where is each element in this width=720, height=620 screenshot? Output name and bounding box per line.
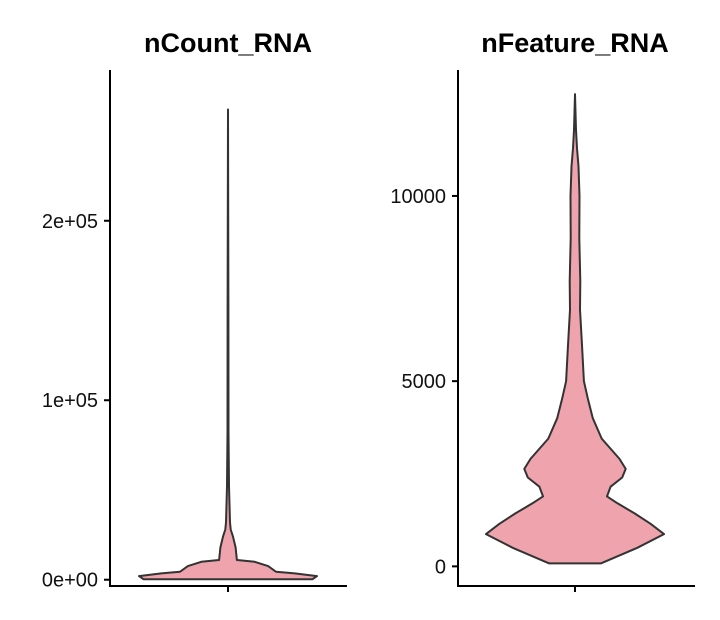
panel-ncount-rna: nCount_RNA 0e+00 1e+05 2e+05 [42,28,347,592]
y-tick-label: 5000 [402,371,447,393]
y-tick-label: 1e+05 [42,390,98,412]
panel-title: nFeature_RNA [481,28,669,58]
y-tick-label: 10000 [390,186,446,208]
y-tick-label: 2e+05 [42,211,98,233]
violin-shape [138,108,318,581]
panel-nfeature-rna: nFeature_RNA 0 5000 10000 [390,28,695,592]
violin-shape [485,93,665,565]
y-tick-label: 0 [435,556,446,578]
panel-title: nCount_RNA [144,28,312,58]
y-tick-label: 0e+00 [42,570,98,592]
